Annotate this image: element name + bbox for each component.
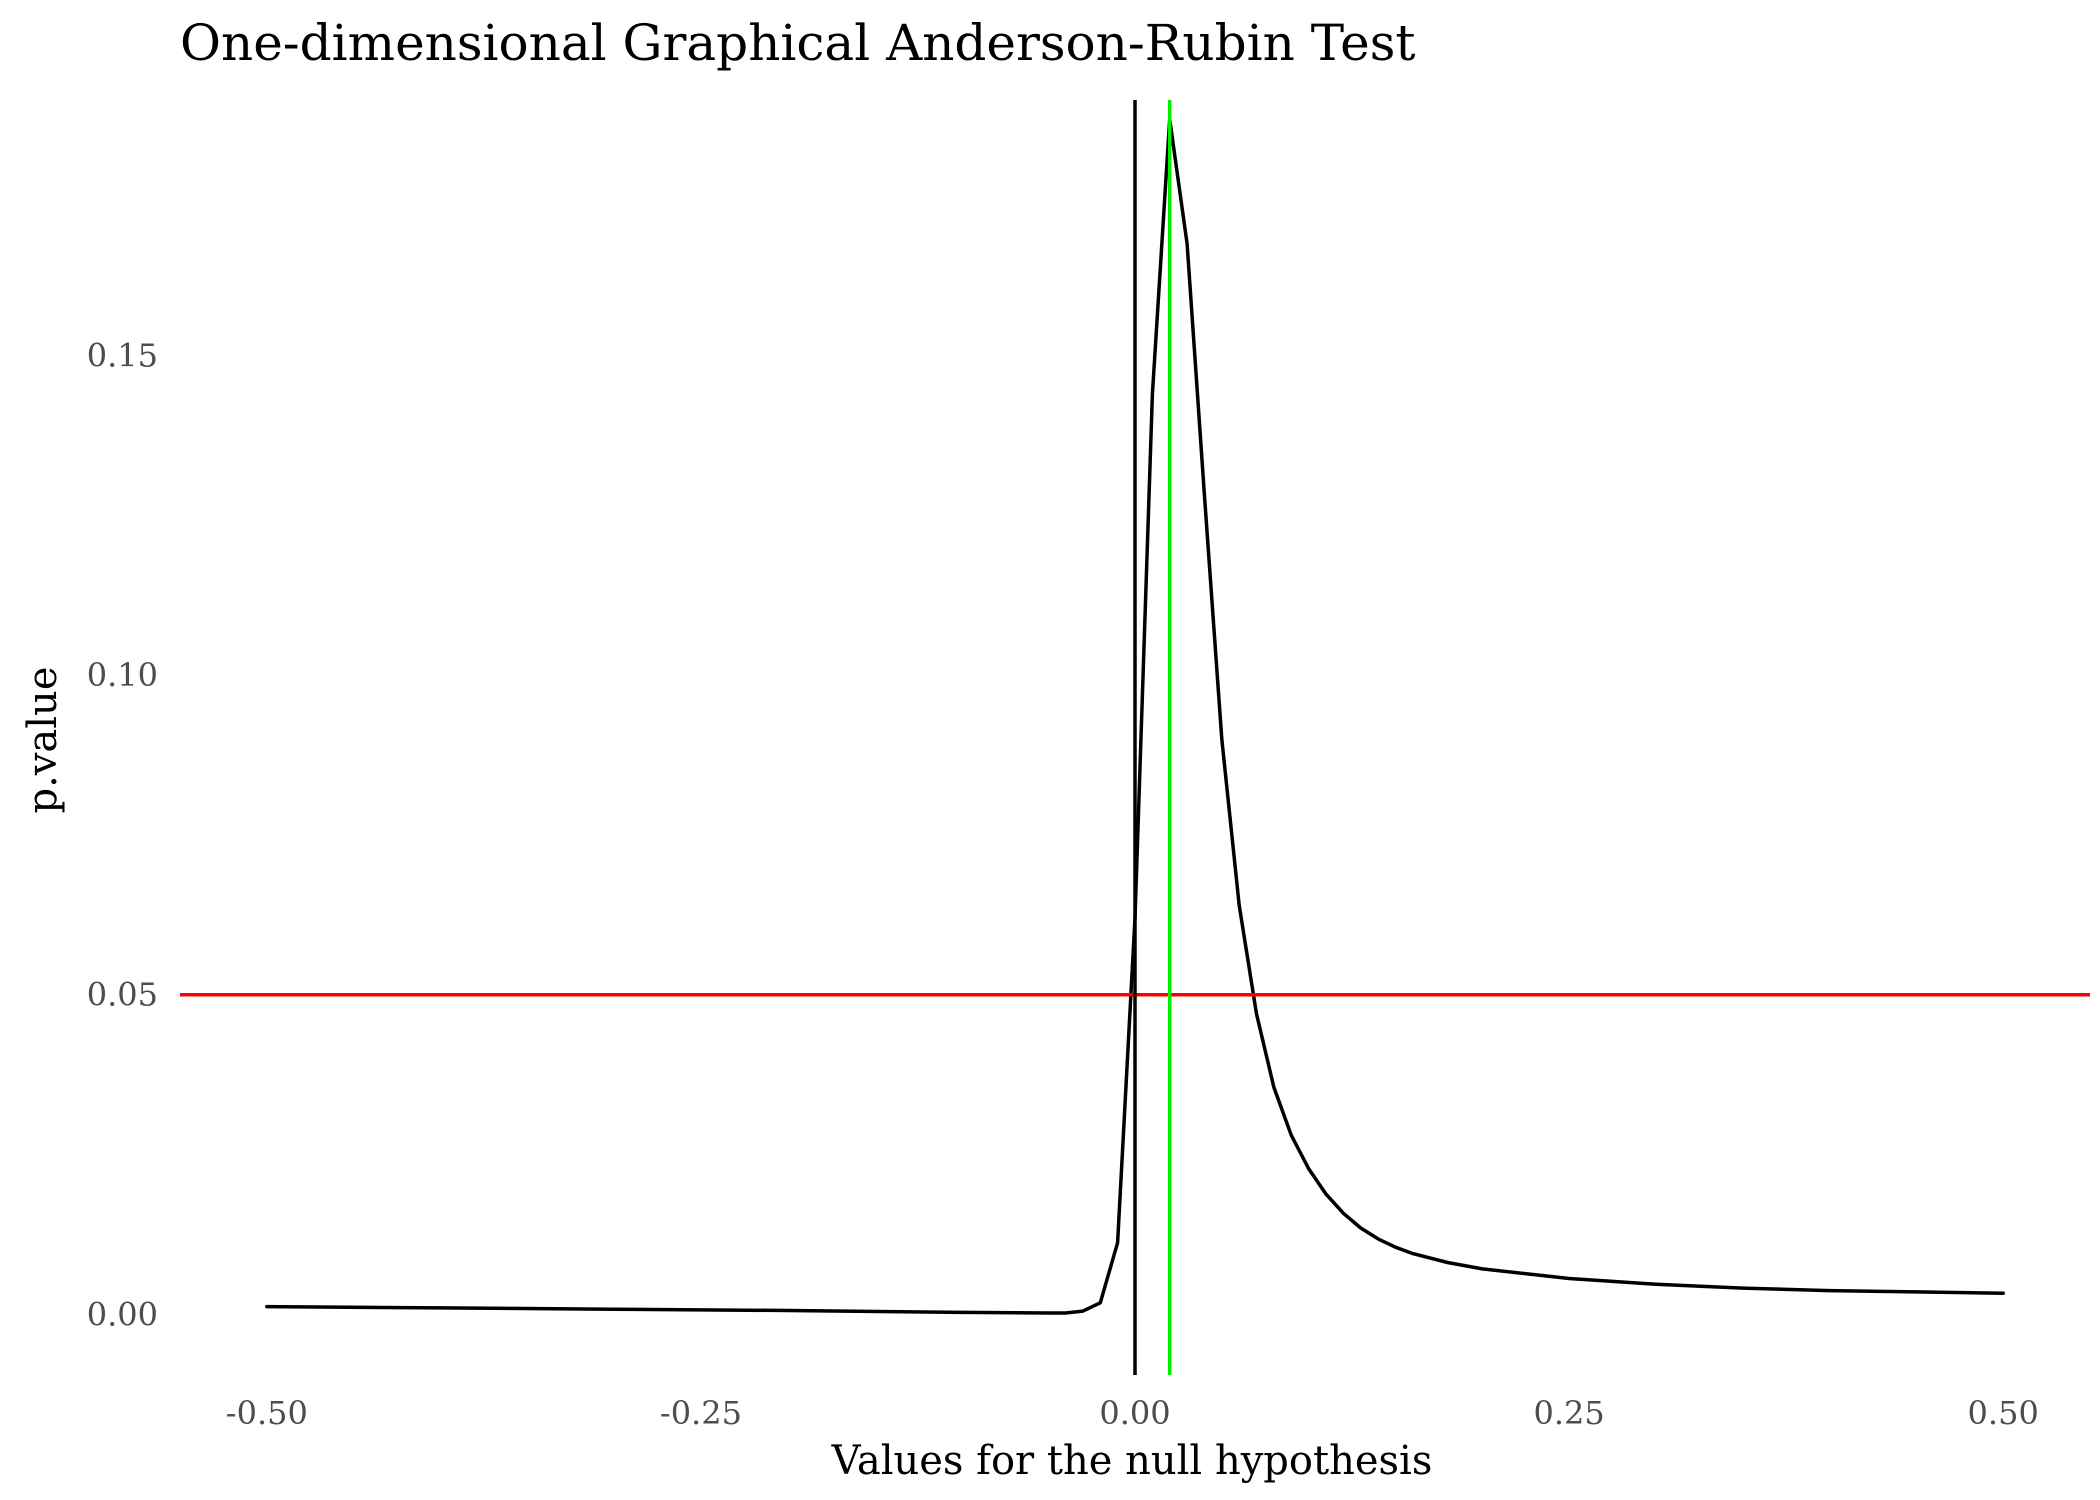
x-tick-label: 0.50: [1968, 1394, 2039, 1432]
y-tick-label: 0.15: [87, 337, 158, 375]
y-tick-label: 0.05: [87, 976, 158, 1014]
y-tick-label: 0.00: [87, 1295, 158, 1333]
y-axis-label: p.value: [20, 667, 66, 814]
chart-title: One-dimensional Graphical Anderson-Rubin…: [180, 14, 1416, 72]
reference-lines: [180, 100, 2090, 1375]
series-layer: [265, 117, 2005, 1315]
x-tick-label: 0.25: [1533, 1394, 1604, 1432]
x-tick-label: -0.25: [660, 1394, 742, 1432]
x-axis-label: Values for the null hypothesis: [831, 1438, 1433, 1484]
x-tick-label: 0.00: [1099, 1394, 1170, 1432]
x-tick-label: -0.50: [226, 1394, 308, 1432]
p-value-curve: [265, 117, 2005, 1315]
y-axis-ticks: 0.00 0.05 0.10 0.15: [87, 337, 158, 1334]
y-tick-label: 0.10: [87, 656, 158, 694]
x-axis-ticks: -0.50 -0.25 0.00 0.25 0.50: [226, 1394, 2039, 1432]
